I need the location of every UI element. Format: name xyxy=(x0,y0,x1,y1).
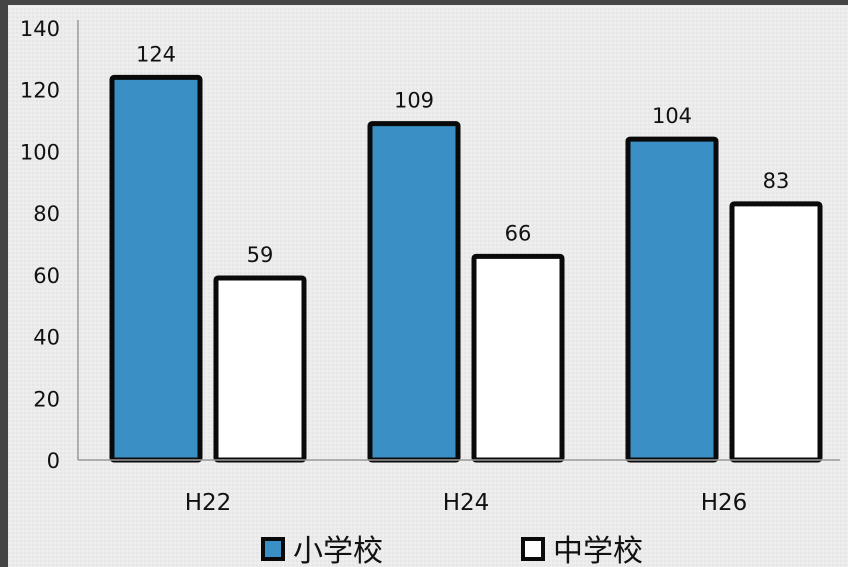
y-tick-label: 140 xyxy=(20,17,60,41)
legend-label: 中学校 xyxy=(553,534,643,567)
legend-label: 小学校 xyxy=(293,534,383,567)
y-tick-label: 40 xyxy=(33,326,60,350)
bar-data-label: 124 xyxy=(136,42,176,66)
x-tick-label: H22 xyxy=(185,490,232,516)
bar xyxy=(729,201,823,463)
legend-swatch xyxy=(521,537,545,561)
y-tick-label: 100 xyxy=(20,140,60,164)
y-axis-ticks: 0 20 40 60 80 100 120 140 xyxy=(20,17,60,473)
bar-data-labels: 124 59 109 66 104 83 xyxy=(136,42,789,267)
bar-data-label: 66 xyxy=(505,221,532,245)
bar xyxy=(367,121,461,463)
y-tick-label: 120 xyxy=(20,79,60,103)
y-tick-label: 20 xyxy=(33,387,60,411)
x-tick-label: H24 xyxy=(443,490,490,516)
x-axis-ticks: H22 H24 H26 xyxy=(185,490,748,516)
bar xyxy=(213,275,307,463)
bar-data-label: 104 xyxy=(652,104,692,128)
bar xyxy=(625,136,719,463)
y-tick-label: 0 xyxy=(47,449,60,473)
bars-group xyxy=(109,74,823,463)
x-tick-label: H26 xyxy=(701,490,748,516)
bar xyxy=(471,253,565,463)
bar xyxy=(109,74,203,463)
y-tick-label: 80 xyxy=(33,202,60,226)
y-tick-label: 60 xyxy=(33,264,60,288)
bar-data-label: 83 xyxy=(763,169,790,193)
bar-data-label: 59 xyxy=(247,243,274,267)
legend: 小学校 中学校 xyxy=(261,534,643,567)
bar-data-label: 109 xyxy=(394,89,434,113)
legend-swatch xyxy=(261,537,285,561)
